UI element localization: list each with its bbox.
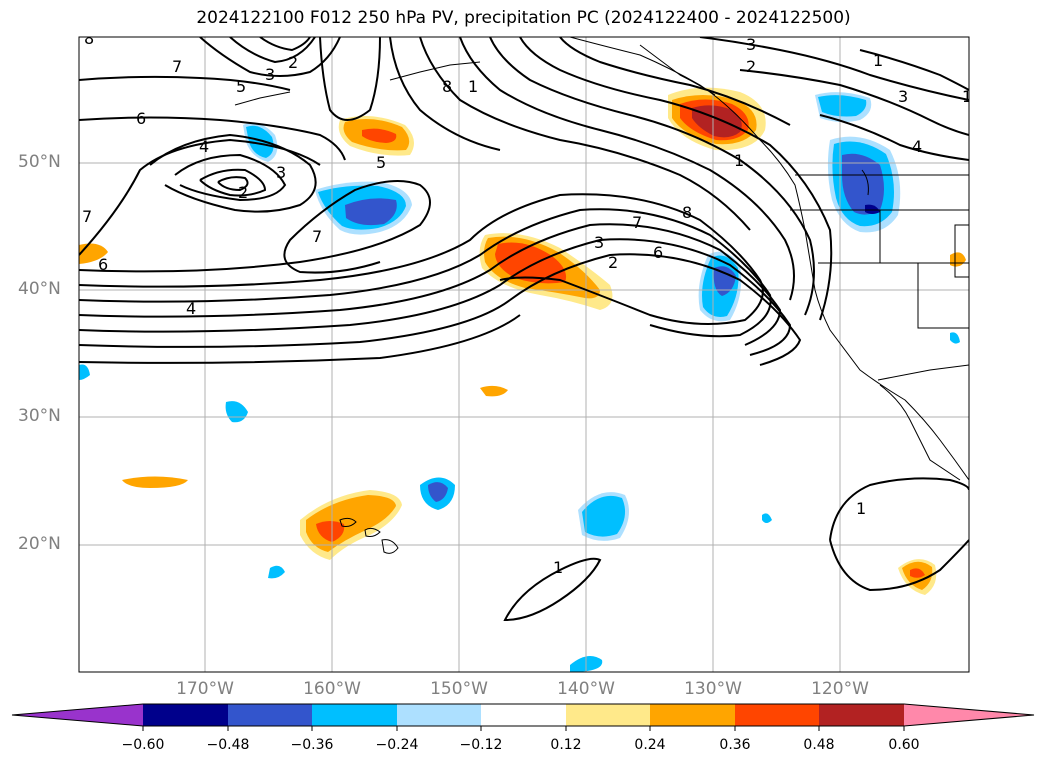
pv-label: 3 bbox=[746, 35, 756, 54]
lat-tick-label: 50°N bbox=[18, 152, 61, 172]
lon-tick-label: 130°W bbox=[684, 679, 742, 699]
pv-label: 1 bbox=[962, 87, 972, 106]
precip-blob-dateline bbox=[79, 243, 108, 264]
colorbar-extend-low bbox=[12, 704, 143, 726]
lon-tick-label: 140°W bbox=[557, 679, 615, 699]
lat-tick-label: 40°N bbox=[18, 279, 61, 299]
precip-positive-blobs bbox=[79, 87, 966, 595]
map-plot-area: 8 7 2 3 5 8 1 3 2 1 3 6 4 3 2 5 7 6 4 7 … bbox=[79, 29, 972, 672]
pv-label: 4 bbox=[912, 137, 922, 156]
lat-tick-label: 30°N bbox=[18, 406, 61, 426]
pv-label: 3 bbox=[898, 87, 908, 106]
pv-label: 2 bbox=[238, 183, 248, 202]
pv-label: 6 bbox=[98, 255, 108, 274]
colorbar-tick-label: 0.24 bbox=[634, 737, 666, 753]
pv-label: 2 bbox=[288, 53, 298, 72]
precip-blob-west bbox=[122, 476, 188, 488]
map-title: 2024122100 F012 250 hPa PV, precipitatio… bbox=[196, 8, 851, 28]
colorbar-bin bbox=[819, 704, 904, 726]
pv-label: 4 bbox=[186, 299, 196, 318]
pv-label: 7 bbox=[632, 213, 642, 232]
map-frame bbox=[78, 36, 970, 673]
pv-contours bbox=[79, 37, 969, 622]
colorbar-bin bbox=[481, 704, 566, 726]
colorbar-bin bbox=[228, 704, 312, 726]
map-gridlines bbox=[79, 37, 969, 672]
colorbar-tick-label: 0.36 bbox=[719, 737, 751, 753]
pv-label: 3 bbox=[594, 233, 604, 252]
precip-negative-blobs bbox=[79, 92, 960, 672]
precip-blob-north-pacific bbox=[338, 116, 414, 156]
colorbar-tick-label: −0.36 bbox=[290, 737, 334, 753]
pv-label: 1 bbox=[856, 499, 866, 518]
pv-label: 8 bbox=[442, 77, 452, 96]
precip-blob-north-central bbox=[315, 181, 412, 235]
colorbar-tick-label: −0.12 bbox=[459, 737, 503, 753]
pv-label: 4 bbox=[199, 137, 209, 156]
colorbar-bin bbox=[397, 704, 481, 726]
precip-blob-idaho bbox=[815, 92, 901, 233]
pv-label: 7 bbox=[312, 227, 322, 246]
lon-tick-label: 150°W bbox=[430, 679, 488, 699]
colorbar-tick-label: 0.12 bbox=[550, 737, 582, 753]
colorbar-bin bbox=[312, 704, 397, 726]
pv-label: 5 bbox=[376, 153, 386, 172]
pv-contour-labels: 8 7 2 3 5 8 1 3 2 1 3 6 4 3 2 5 7 6 4 7 … bbox=[82, 29, 972, 577]
pv-label: 3 bbox=[276, 163, 286, 182]
pv-label: 7 bbox=[82, 207, 92, 226]
colorbar-bin bbox=[650, 704, 735, 726]
pv-label: 2 bbox=[746, 57, 756, 76]
colorbar-tick-label: 0.48 bbox=[803, 737, 835, 753]
precip-blob-mexico bbox=[898, 559, 937, 595]
colorbar-tick-label: 0.60 bbox=[888, 737, 920, 753]
lon-tick-label: 170°W bbox=[176, 679, 234, 699]
pv-label: 5 bbox=[236, 77, 246, 96]
lat-tick-label: 20°N bbox=[18, 534, 61, 554]
pv-label: 3 bbox=[265, 65, 275, 84]
colorbar-tick-label: −0.24 bbox=[375, 737, 419, 753]
colorbar bbox=[11, 703, 1035, 731]
pv-label: 7 bbox=[172, 57, 182, 76]
colorbar-extend-high bbox=[904, 704, 1034, 726]
pv-label: 2 bbox=[608, 253, 618, 272]
precip-blob-nevada bbox=[950, 252, 966, 267]
lon-tick-label: 120°W bbox=[811, 679, 869, 699]
colorbar-bin bbox=[143, 704, 228, 726]
pv-label: 8 bbox=[682, 203, 692, 222]
precip-blob-central-pacific bbox=[479, 233, 613, 310]
precip-blob-small bbox=[480, 385, 508, 397]
pv-label: 1 bbox=[873, 51, 883, 70]
pv-label: 1 bbox=[553, 558, 563, 577]
pv-label: 6 bbox=[653, 243, 663, 262]
colorbar-tick-label: −0.48 bbox=[206, 737, 250, 753]
lon-tick-label: 160°W bbox=[303, 679, 361, 699]
pv-label: 1 bbox=[468, 77, 478, 96]
colorbar-tick-label: −0.60 bbox=[121, 737, 165, 753]
pv-label: 6 bbox=[136, 109, 146, 128]
colorbar-bin bbox=[566, 704, 650, 726]
precip-blob-neg-west bbox=[225, 401, 248, 423]
pv-label: 1 bbox=[734, 151, 744, 170]
precip-blob-aleutian bbox=[243, 122, 278, 162]
precip-blob-oregon-coast bbox=[698, 251, 742, 322]
pv-label: 8 bbox=[84, 29, 94, 48]
colorbar-bin bbox=[735, 704, 819, 726]
